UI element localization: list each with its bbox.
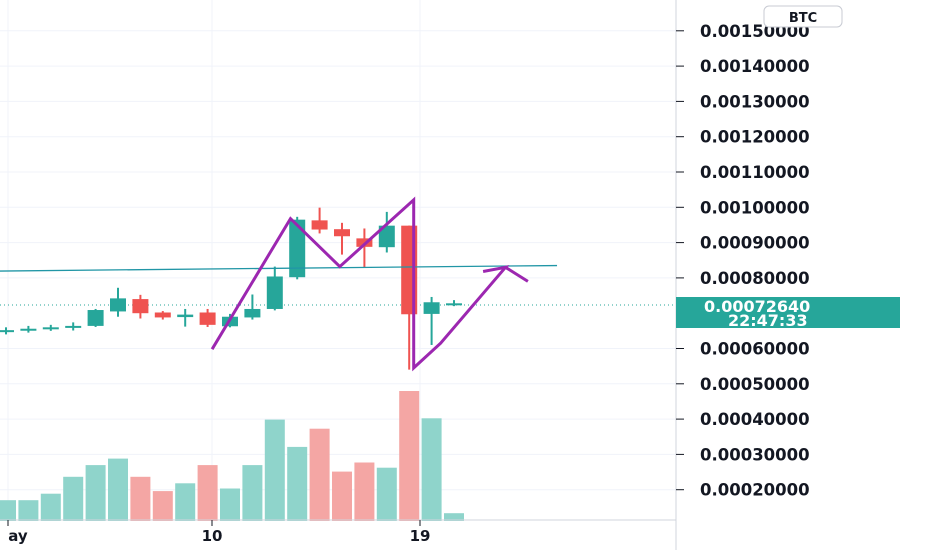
candle (289, 216, 306, 280)
price-axis[interactable]: 0.001500000.001400000.001300000.00120000… (676, 22, 810, 500)
candle (87, 308, 104, 327)
volume-bar (354, 462, 375, 521)
candle (378, 211, 395, 253)
candle (266, 266, 283, 311)
candle-body (289, 219, 306, 278)
volume-bar (332, 471, 352, 521)
volume-bar (40, 493, 61, 521)
last-price-tag: 0.00072640 22:47:33 (676, 297, 900, 330)
candle-body (132, 299, 149, 314)
drawings[interactable] (0, 196, 558, 372)
candle-body (20, 328, 37, 331)
volume-bar (264, 419, 285, 521)
price-tick-label: 0.00030000 (700, 445, 810, 464)
price-tick-label: 0.00090000 (700, 234, 810, 253)
volume-bar (63, 476, 84, 521)
volume-bars (0, 391, 464, 521)
volume-bar (309, 428, 330, 521)
volume-bar (18, 500, 39, 521)
currency-badge[interactable]: BTC (763, 5, 843, 28)
candle-body (110, 298, 126, 312)
volume-bar (421, 418, 442, 521)
volume-bar (287, 446, 308, 521)
price-tick-label: 0.00140000 (700, 57, 810, 76)
currency-badge-label: BTC (789, 11, 817, 26)
candle-body (42, 327, 59, 330)
price-tick-label: 0.00110000 (700, 163, 810, 182)
volume-bar (175, 483, 196, 521)
candle-body (0, 330, 14, 333)
candle-body (199, 312, 216, 325)
last-price-tag-box (676, 297, 900, 328)
candle (446, 300, 462, 307)
date-axis[interactable]: ay 10 19 (7, 520, 431, 545)
last-price-countdown: 22:47:33 (728, 311, 808, 330)
last-price-value: 0.00072640 (704, 297, 810, 316)
candle (110, 287, 126, 317)
candle-body (266, 276, 283, 309)
candle (334, 222, 350, 255)
candle (65, 322, 82, 331)
vertical-grid (7, 0, 421, 520)
price-tick-label: 0.00060000 (700, 340, 810, 359)
horizontal-grid (0, 30, 676, 491)
candle (199, 308, 216, 327)
candle (132, 294, 149, 319)
candle (244, 294, 261, 320)
volume-bar (242, 465, 263, 521)
trend-line[interactable] (0, 264, 558, 273)
candle-body (177, 314, 194, 318)
volume-bar (130, 476, 151, 521)
candle (20, 325, 37, 333)
volume-bar (85, 465, 106, 521)
candle-body (423, 302, 440, 314)
price-tick-label: 0.00050000 (700, 375, 810, 394)
candle (311, 207, 328, 234)
price-tick-label: 0.00100000 (700, 198, 810, 217)
date-tick-label: 19 (410, 527, 431, 545)
date-tick-label: 10 (202, 527, 223, 545)
candle (0, 327, 14, 335)
candle-body (334, 229, 350, 237)
price-tick-label: 0.00020000 (700, 481, 810, 500)
date-tick-label: ay (8, 527, 28, 545)
candle (42, 324, 59, 331)
price-tick-label: 0.00120000 (700, 128, 810, 147)
pattern-drawing[interactable] (210, 196, 529, 372)
candle-body (311, 220, 328, 230)
currency-badge-box[interactable] (763, 5, 843, 28)
volume-bar (220, 488, 240, 521)
plot-area[interactable] (0, 0, 676, 520)
candle-body (154, 312, 171, 318)
candle-body (87, 310, 104, 326)
candle (177, 308, 194, 327)
candle-body (244, 308, 261, 318)
price-tick-label: 0.00040000 (700, 410, 810, 429)
price-tick-label: 0.00130000 (700, 92, 810, 111)
candle-body (446, 303, 462, 306)
volume-bar (108, 458, 128, 521)
volume-bar (399, 391, 420, 521)
candle (423, 296, 440, 345)
price-tick-label: 0.00080000 (700, 269, 810, 288)
candle-body (378, 225, 395, 248)
volume-bar (444, 513, 464, 521)
volume-bar (376, 467, 397, 521)
volume-bar (197, 465, 218, 521)
volume-bar (0, 500, 16, 521)
candle-body (65, 325, 82, 328)
volume-bar (152, 491, 173, 521)
candle (154, 311, 171, 320)
candles (0, 207, 462, 370)
